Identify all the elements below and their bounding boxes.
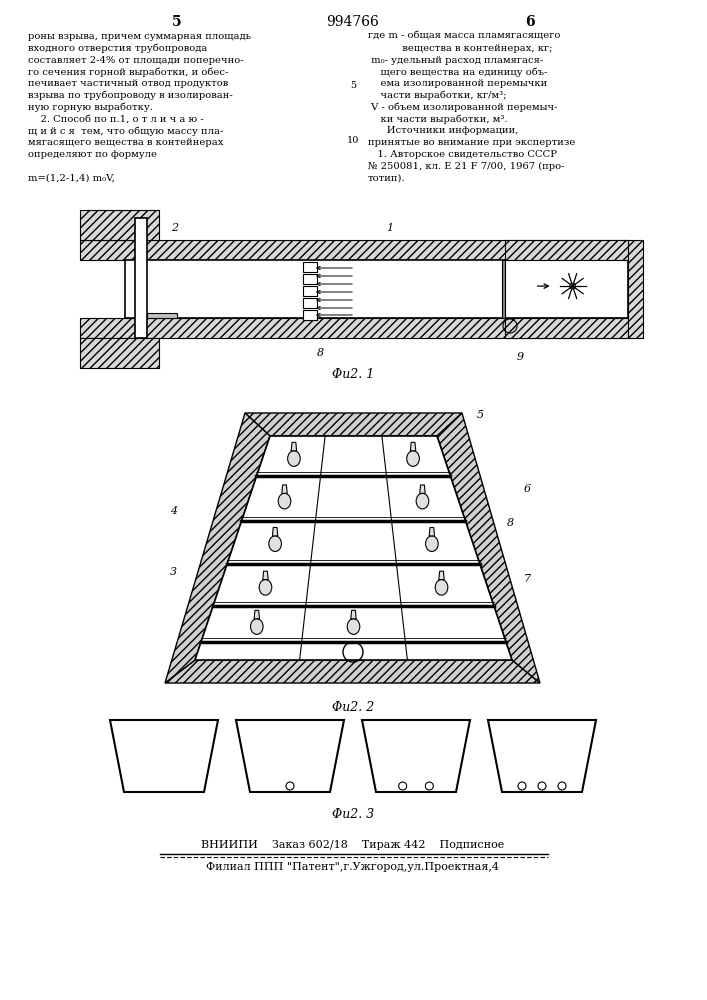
Text: ки части выработки, м³.: ки части выработки, м³. <box>368 115 508 124</box>
Polygon shape <box>272 527 278 536</box>
Bar <box>80 318 135 338</box>
Text: вещества в контейнерах, кг;: вещества в контейнерах, кг; <box>368 44 552 53</box>
Text: Φu2. 3: Φu2. 3 <box>332 808 374 821</box>
Text: ема изолированной перемычки: ема изолированной перемычки <box>368 79 547 88</box>
Bar <box>125 260 518 318</box>
Bar <box>303 298 317 308</box>
Text: определяют по формуле: определяют по формуле <box>28 150 157 159</box>
Text: 994766: 994766 <box>327 15 380 29</box>
Bar <box>80 240 135 260</box>
Text: 10: 10 <box>347 136 359 145</box>
Polygon shape <box>420 485 425 493</box>
Bar <box>80 210 159 240</box>
Bar <box>303 310 317 320</box>
Ellipse shape <box>436 580 448 595</box>
Polygon shape <box>351 610 356 619</box>
Ellipse shape <box>347 619 360 634</box>
Ellipse shape <box>407 451 419 466</box>
Ellipse shape <box>259 580 271 595</box>
Text: 1: 1 <box>387 223 394 233</box>
Text: 5: 5 <box>173 15 182 29</box>
Polygon shape <box>410 442 416 451</box>
Text: тотип).: тотип). <box>368 174 406 183</box>
Text: ную горную выработку.: ную горную выработку. <box>28 103 153 112</box>
Text: взрыва по трубопроводу в изолирован-: взрыва по трубопроводу в изолирован- <box>28 91 233 101</box>
Text: составляет 2-4% от площади поперечно-: составляет 2-4% от площади поперечно- <box>28 56 244 65</box>
Text: щего вещества на единицу объ-: щего вещества на единицу объ- <box>368 67 547 77</box>
Polygon shape <box>165 413 270 683</box>
Ellipse shape <box>250 619 263 634</box>
Text: m₀- удельный расход пламягася-: m₀- удельный расход пламягася- <box>368 56 543 65</box>
Polygon shape <box>254 610 259 619</box>
Text: 5: 5 <box>350 81 356 90</box>
Text: Φu2. 1: Φu2. 1 <box>332 368 374 381</box>
Text: 2. Способ по п.1, о т л и ч а ю -: 2. Способ по п.1, о т л и ч а ю - <box>28 115 204 124</box>
Text: Филиал ППП "Патент",г.Ужгород,ул.Проектная,4: Филиал ППП "Патент",г.Ужгород,ул.Проектн… <box>206 862 500 872</box>
Polygon shape <box>291 442 297 451</box>
Bar <box>505 260 628 318</box>
Polygon shape <box>195 436 512 660</box>
Text: входного отверстия трубопровода: входного отверстия трубопровода <box>28 44 207 53</box>
Text: 6: 6 <box>525 15 534 29</box>
Polygon shape <box>429 527 435 536</box>
Text: 4: 4 <box>170 506 177 516</box>
Text: 8: 8 <box>317 348 324 358</box>
Ellipse shape <box>426 536 438 551</box>
Bar <box>135 218 147 338</box>
Ellipse shape <box>279 493 291 509</box>
Circle shape <box>570 283 575 289</box>
Bar <box>303 274 317 284</box>
Polygon shape <box>263 571 268 580</box>
Text: 6: 6 <box>524 484 531 494</box>
Polygon shape <box>165 660 540 683</box>
Text: щ и й с я  тем, что общую массу пла-: щ и й с я тем, что общую массу пла- <box>28 126 223 136</box>
Text: 2: 2 <box>171 223 179 233</box>
Polygon shape <box>245 413 462 436</box>
Ellipse shape <box>269 536 281 551</box>
Text: Φu2. 2: Φu2. 2 <box>332 701 374 714</box>
Bar <box>628 240 643 338</box>
Bar <box>502 260 505 318</box>
Text: 1. Авторское свидетельство СССР: 1. Авторское свидетельство СССР <box>368 150 557 159</box>
Text: V - объем изолированной перемыч-: V - объем изолированной перемыч- <box>368 103 558 112</box>
Bar <box>125 318 628 338</box>
Ellipse shape <box>416 493 428 509</box>
Text: 5: 5 <box>477 410 484 420</box>
Polygon shape <box>439 571 444 580</box>
Text: № 250081, кл. Е 21 F 7/00, 1967 (про-: № 250081, кл. Е 21 F 7/00, 1967 (про- <box>368 162 564 171</box>
Bar <box>303 286 317 296</box>
Bar <box>505 318 628 338</box>
Text: печивает частичный отвод продуктов: печивает частичный отвод продуктов <box>28 79 228 88</box>
Bar <box>147 313 177 318</box>
Text: го сечения горной выработки, и обес-: го сечения горной выработки, и обес- <box>28 67 228 77</box>
Bar <box>125 240 628 260</box>
Text: 7: 7 <box>524 574 531 584</box>
Text: ВНИИПИ    Заказ 602/18    Тираж 442    Подписное: ВНИИПИ Заказ 602/18 Тираж 442 Подписное <box>201 840 505 850</box>
Polygon shape <box>437 413 540 683</box>
Text: мягасящего вещества в контейнерах: мягасящего вещества в контейнерах <box>28 138 223 147</box>
Bar <box>80 338 159 368</box>
Text: принятые во внимание при экспертизе: принятые во внимание при экспертизе <box>368 138 575 147</box>
Text: роны взрыва, причем суммарная площадь: роны взрыва, причем суммарная площадь <box>28 32 251 41</box>
Text: части выработки, кг/м³;: части выработки, кг/м³; <box>368 91 506 101</box>
Text: Источники информации,: Источники информации, <box>368 126 518 135</box>
Ellipse shape <box>288 451 300 466</box>
Text: m=(1,2-1,4) m₀V,: m=(1,2-1,4) m₀V, <box>28 174 115 183</box>
Text: 8: 8 <box>507 518 514 528</box>
Text: где m - общая масса пламягасящего: где m - общая масса пламягасящего <box>368 32 561 41</box>
Text: 3: 3 <box>170 567 177 577</box>
Polygon shape <box>282 485 287 493</box>
Text: 9: 9 <box>516 352 524 362</box>
Bar <box>505 240 628 260</box>
Bar <box>303 262 317 272</box>
